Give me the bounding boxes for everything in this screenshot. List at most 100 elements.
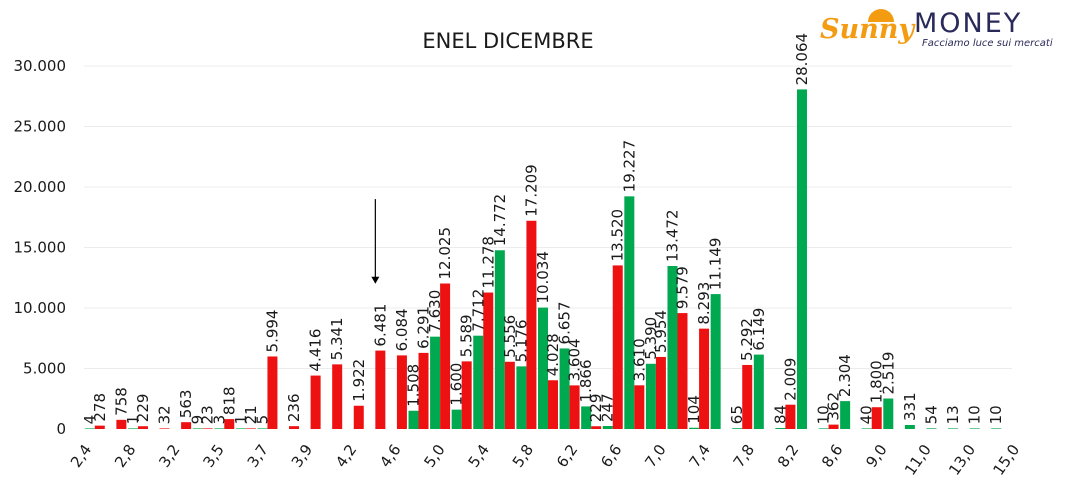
data-label: 362 xyxy=(825,392,843,421)
bar-red xyxy=(418,352,429,429)
arrow-head xyxy=(371,276,380,284)
data-label: 9.579 xyxy=(673,266,691,309)
data-label: 6.084 xyxy=(393,308,411,351)
bar-green xyxy=(257,428,268,429)
x-tick-label: 8,6 xyxy=(818,441,846,471)
data-label: 19.227 xyxy=(620,140,638,193)
bar-red xyxy=(612,265,623,429)
bars xyxy=(84,89,1002,429)
x-tick-label: 6,2 xyxy=(553,441,581,471)
bar-red xyxy=(375,350,386,429)
bar-green xyxy=(581,406,592,429)
x-tick-label: 3,5 xyxy=(199,441,227,471)
data-label: 758 xyxy=(112,387,130,416)
x-axis-ticks: 2,4 2,8 3,2 3,5 3,7 3,9 4,2 4,6 5,0 5,4 5,8 6,2 6,6 7… xyxy=(67,441,1023,479)
y-tick-label: 5.000 xyxy=(23,360,66,378)
bar-red xyxy=(569,385,580,429)
bar-red xyxy=(504,361,515,429)
data-label: 54 xyxy=(922,405,940,424)
bar-green xyxy=(861,428,872,429)
data-label: 5.390 xyxy=(642,317,660,360)
data-label: 7.712 xyxy=(469,289,487,332)
data-label: 13.520 xyxy=(609,209,627,262)
bar-green xyxy=(710,294,721,429)
data-label: 818 xyxy=(220,386,238,415)
bar-red xyxy=(224,419,235,429)
bar-red xyxy=(116,419,127,429)
bar-green xyxy=(818,428,829,429)
x-tick-label: 3,2 xyxy=(155,441,183,471)
data-label: 3 xyxy=(210,415,228,425)
data-label: 40 xyxy=(858,405,876,424)
bar-red xyxy=(159,428,170,429)
bar-red xyxy=(655,356,666,429)
data-label: 6.657 xyxy=(556,301,574,344)
data-label: 7.630 xyxy=(426,290,444,333)
bar-green xyxy=(689,427,700,429)
data-label: 11.149 xyxy=(707,238,725,291)
data-label: 3.604 xyxy=(566,338,584,381)
data-label: 28.064 xyxy=(793,33,811,86)
data-label: 5 xyxy=(253,415,271,425)
bar-green xyxy=(883,398,894,429)
bar-green xyxy=(948,428,959,429)
data-label: 13 xyxy=(944,405,962,424)
bar-green xyxy=(840,401,851,429)
x-tick-label: 7,4 xyxy=(686,441,714,471)
bar-green xyxy=(926,428,937,429)
bar-green xyxy=(430,336,441,429)
y-tick-label: 30.000 xyxy=(14,57,67,75)
bar-green xyxy=(753,354,764,429)
x-tick-label: 15,0 xyxy=(989,441,1023,479)
bar-red xyxy=(94,425,105,429)
x-tick-label: 9,0 xyxy=(862,441,890,471)
bar-red xyxy=(353,405,364,429)
data-label: 6.149 xyxy=(750,308,768,351)
data-label: 1.508 xyxy=(405,364,423,407)
y-tick-label: 15.000 xyxy=(14,239,67,257)
data-label: 21 xyxy=(242,405,260,424)
data-label: 5.954 xyxy=(652,310,670,353)
x-tick-label: 11,0 xyxy=(901,441,935,479)
data-label: 331 xyxy=(901,392,919,421)
bar-green xyxy=(494,250,505,429)
bar-green xyxy=(192,428,203,429)
bar-red xyxy=(483,292,494,429)
bar-red xyxy=(267,356,278,429)
bar-green xyxy=(904,424,915,429)
bar-red xyxy=(461,361,472,429)
data-labels: 1.508 7.630 1.600 7.712 14.772 5.17610.0346.6… xyxy=(81,33,1005,424)
y-tick-label: 10.000 xyxy=(14,299,67,317)
data-label: 236 xyxy=(285,394,303,423)
x-tick-label: 7,8 xyxy=(730,441,758,471)
y-tick-label: 0 xyxy=(56,420,66,438)
x-tick-label: 13,0 xyxy=(945,441,979,479)
data-label: 9 xyxy=(189,415,207,425)
x-tick-label: 6,6 xyxy=(597,441,625,471)
bar-red xyxy=(181,422,192,429)
bar-green xyxy=(559,348,570,429)
bar-green xyxy=(214,428,225,429)
data-label: 10 xyxy=(987,405,1005,424)
data-label: 5.292 xyxy=(738,318,756,361)
x-tick-label: 8,2 xyxy=(774,441,802,471)
logo-word: MONEY xyxy=(914,8,1023,39)
data-label: 4.028 xyxy=(544,333,562,376)
bar-red xyxy=(440,283,451,429)
bar-red xyxy=(289,426,300,429)
bar-green xyxy=(538,307,548,429)
data-label: 278 xyxy=(91,393,109,422)
data-label: 14.772 xyxy=(491,194,509,247)
x-tick-label: 2,8 xyxy=(111,441,139,471)
data-label: 8.293 xyxy=(695,282,713,325)
bar-green xyxy=(451,409,462,429)
data-label: 1.922 xyxy=(350,359,368,402)
bar-red xyxy=(202,428,213,429)
bar-red xyxy=(332,364,343,429)
bar-red xyxy=(828,424,839,429)
bar-green xyxy=(84,428,95,429)
sunny-money-logo: Sunny MONEY Facciamo luce sui mercati xyxy=(818,8,1058,52)
bar-red xyxy=(785,404,796,429)
grid xyxy=(84,65,1012,369)
